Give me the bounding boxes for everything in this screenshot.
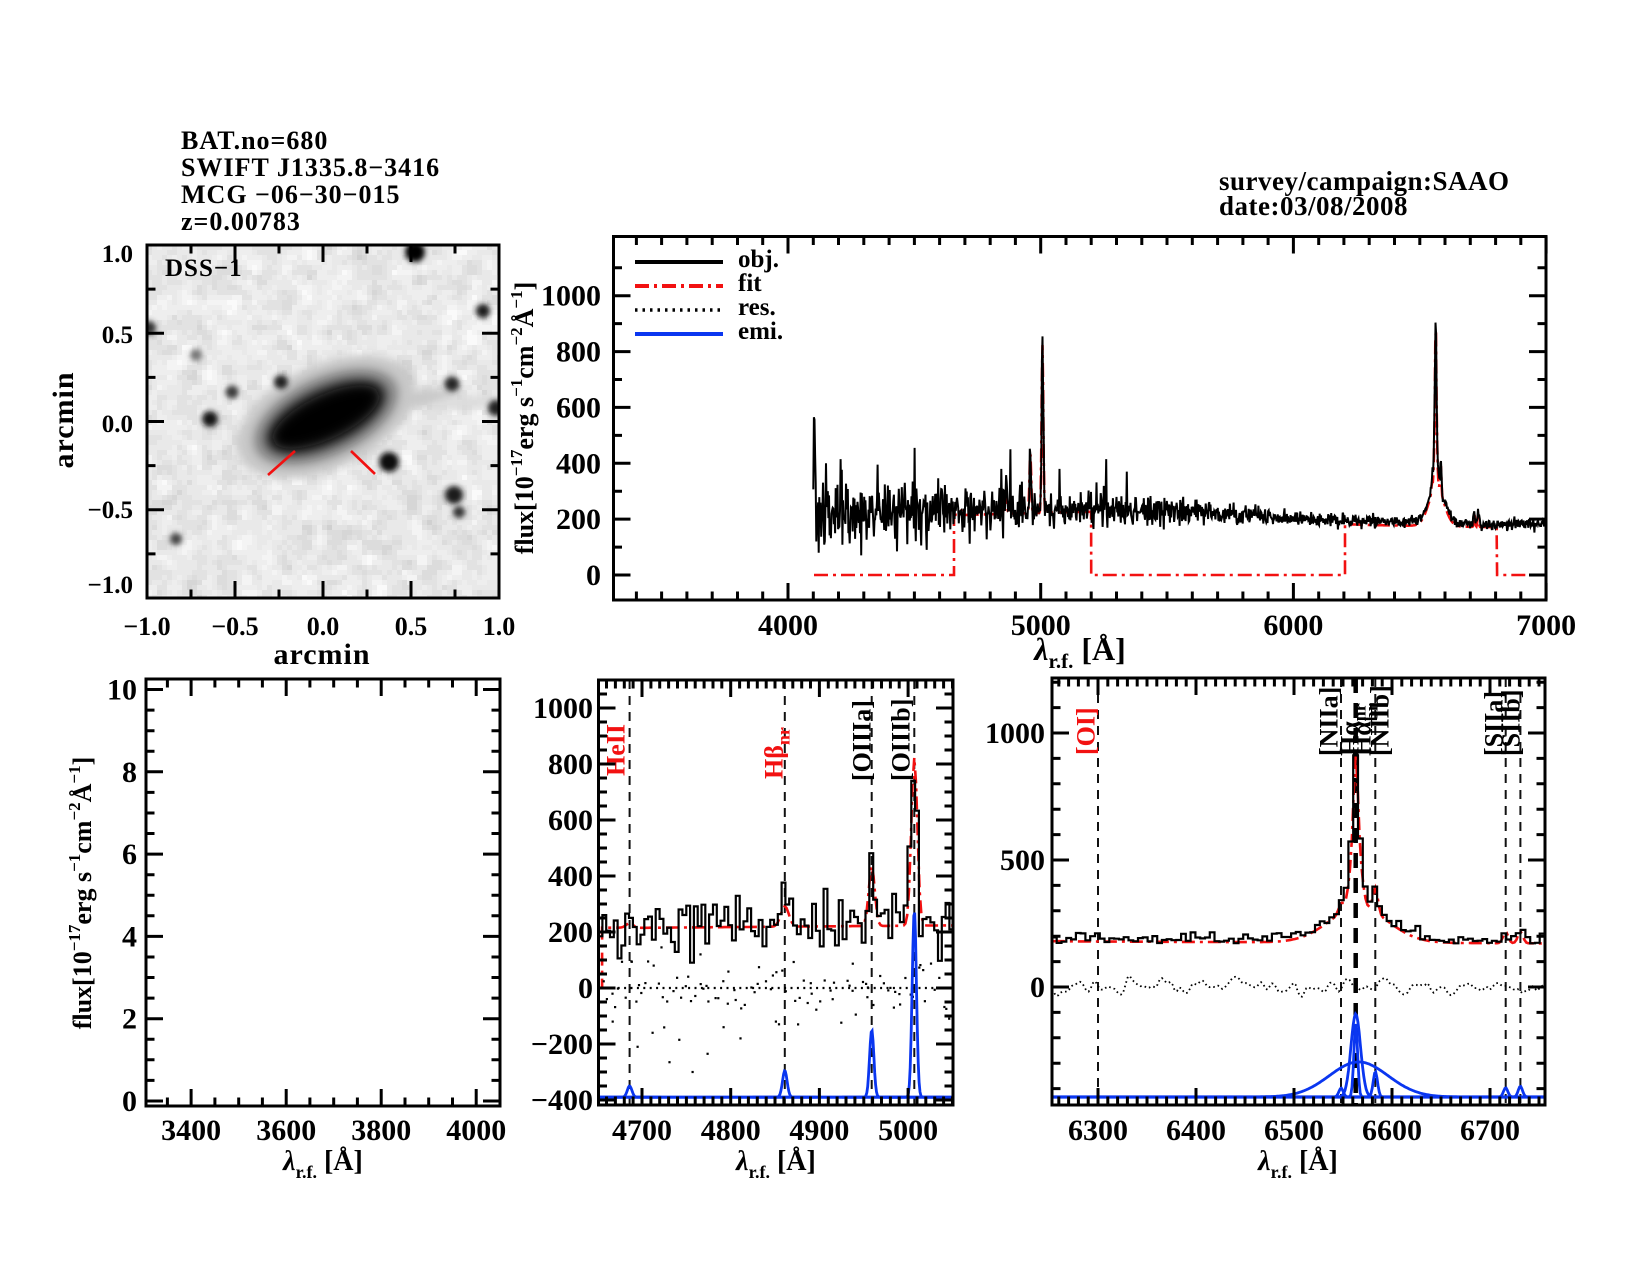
- svg-text:flux[10−17erg s−1cm−2Å−1]: flux[10−17erg s−1cm−2Å−1]: [65, 757, 97, 1030]
- svg-text:λr.f. [Å]: λr.f. [Å]: [1032, 631, 1126, 673]
- svg-text:res.: res.: [738, 294, 776, 321]
- svg-text:[OI]: [OI]: [1072, 707, 1101, 755]
- svg-text:4900: 4900: [789, 1114, 849, 1147]
- svg-text:800: 800: [556, 336, 601, 369]
- svg-text:6000: 6000: [1263, 609, 1323, 642]
- svg-text:0: 0: [1030, 971, 1045, 1004]
- svg-text:−0.5: −0.5: [211, 612, 258, 641]
- svg-text:1000: 1000: [533, 692, 593, 725]
- svg-text:z=0.00783: z=0.00783: [181, 207, 301, 236]
- svg-text:10: 10: [107, 674, 137, 707]
- svg-text:fit: fit: [738, 270, 762, 297]
- svg-text:4000: 4000: [758, 609, 818, 642]
- svg-text:0: 0: [578, 972, 593, 1005]
- svg-text:3400: 3400: [161, 1114, 221, 1147]
- svg-text:survey/campaign:SAAO: survey/campaign:SAAO: [1219, 166, 1510, 196]
- svg-text:−400: −400: [531, 1084, 593, 1117]
- svg-text:6: 6: [122, 838, 137, 871]
- svg-text:4800: 4800: [701, 1114, 761, 1147]
- svg-text:−1.0: −1.0: [123, 612, 170, 641]
- svg-text:date:03/08/2008: date:03/08/2008: [1219, 191, 1408, 221]
- svg-text:600: 600: [548, 804, 593, 837]
- svg-text:[NIIb]: [NIIb]: [1366, 685, 1395, 756]
- svg-text:6700: 6700: [1460, 1114, 1520, 1147]
- svg-text:200: 200: [548, 916, 593, 949]
- svg-text:6500: 6500: [1264, 1114, 1324, 1147]
- svg-text:1000: 1000: [985, 717, 1045, 750]
- svg-text:800: 800: [548, 748, 593, 781]
- svg-text:arcmin: arcmin: [47, 371, 80, 468]
- svg-text:−1.0: −1.0: [88, 572, 134, 599]
- svg-text:400: 400: [548, 860, 593, 893]
- svg-text:λr.f. [Å]: λr.f. [Å]: [1257, 1146, 1338, 1182]
- svg-text:[OIIIa]: [OIIIa]: [848, 700, 877, 781]
- svg-text:6400: 6400: [1166, 1114, 1226, 1147]
- svg-text:1000: 1000: [541, 280, 601, 313]
- svg-text:SWIFT J1335.8−3416: SWIFT J1335.8−3416: [181, 153, 440, 182]
- svg-text:200: 200: [556, 503, 601, 536]
- svg-text:6300: 6300: [1068, 1114, 1128, 1147]
- svg-text:[OIIIb]: [OIIIb]: [887, 699, 916, 781]
- svg-text:400: 400: [556, 447, 601, 480]
- svg-text:[NIIa]: [NIIa]: [1315, 687, 1344, 756]
- svg-text:emi.: emi.: [738, 318, 783, 345]
- svg-text:0.5: 0.5: [395, 612, 428, 641]
- svg-text:0.0: 0.0: [102, 411, 133, 438]
- svg-text:1.0: 1.0: [483, 612, 516, 641]
- svg-text:2: 2: [122, 1003, 137, 1036]
- svg-text:λr.f. [Å]: λr.f. [Å]: [282, 1146, 363, 1182]
- svg-text:5000: 5000: [1011, 609, 1071, 642]
- svg-text:8: 8: [122, 756, 137, 789]
- svg-text:−200: −200: [531, 1028, 593, 1061]
- svg-text:[SIIa]: [SIIa]: [1480, 691, 1509, 756]
- svg-text:500: 500: [1000, 844, 1045, 877]
- svg-text:0.0: 0.0: [307, 612, 340, 641]
- svg-text:0: 0: [586, 559, 601, 592]
- svg-text:6600: 6600: [1362, 1114, 1422, 1147]
- svg-text:4: 4: [122, 920, 137, 953]
- svg-text:DSS−1: DSS−1: [165, 255, 243, 282]
- svg-text:3800: 3800: [351, 1114, 411, 1147]
- svg-text:4000: 4000: [446, 1114, 506, 1147]
- svg-text:λr.f. [Å]: λr.f. [Å]: [735, 1146, 816, 1182]
- svg-text:5000: 5000: [878, 1114, 938, 1147]
- svg-text:600: 600: [556, 391, 601, 424]
- svg-text:[SIIb]: [SIIb]: [1497, 690, 1526, 756]
- svg-text:4700: 4700: [612, 1114, 672, 1147]
- svg-text:7000: 7000: [1516, 609, 1576, 642]
- svg-text:3600: 3600: [256, 1114, 316, 1147]
- svg-text:−0.5: −0.5: [88, 497, 134, 524]
- svg-text:0: 0: [122, 1085, 137, 1118]
- svg-text:0.5: 0.5: [102, 322, 133, 349]
- svg-text:1.0: 1.0: [102, 241, 133, 268]
- svg-text:obj.: obj.: [738, 246, 779, 273]
- svg-text:BAT.no=680: BAT.no=680: [181, 126, 328, 155]
- svg-text:arcmin: arcmin: [273, 638, 370, 671]
- svg-text:flux[10−17erg s−1cm−2Å−1]: flux[10−17erg s−1cm−2Å−1]: [507, 282, 539, 555]
- svg-text:MCG −06−30−015: MCG −06−30−015: [181, 180, 401, 209]
